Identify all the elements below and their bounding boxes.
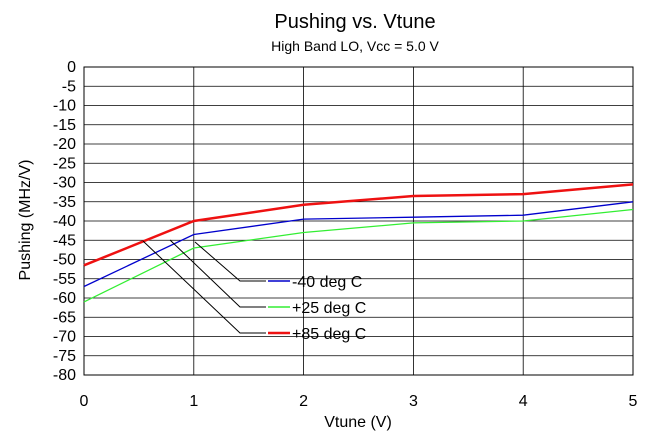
legend-leader-line (169, 239, 266, 308)
y-tick-labels: 0 -5 -10 -15 -20 -25 -30 -35 -40 -45 -50 -55 -60 -65 -… (53, 59, 76, 384)
series-line-1 (83, 201, 634, 288)
legend-label: +85 deg C (292, 326, 366, 343)
legend-leader-line (142, 240, 266, 334)
y-tick-label: -45 (53, 232, 76, 249)
x-tick-labels: 0 1 2 3 4 5 (80, 393, 638, 410)
legend-label: -40 deg C (292, 274, 362, 291)
series-lines (83, 183, 634, 303)
x-tick-label: 5 (629, 393, 638, 410)
y-tick-label: -20 (53, 136, 76, 153)
x-tick-label: 4 (519, 393, 528, 410)
y-tick-label: -80 (53, 367, 76, 384)
chart-subtitle: High Band LO, Vcc = 5.0 V (271, 38, 439, 54)
x-tick-label: 0 (80, 393, 89, 410)
y-axis-label: Pushing (MHz/V) (17, 160, 34, 281)
plot-area-border (83, 66, 634, 376)
y-tick-label: -25 (53, 155, 76, 172)
y-tick-label: -70 (53, 329, 76, 346)
y-tick-label: -50 (53, 252, 76, 269)
y-tick-label: -75 (53, 348, 76, 365)
x-tick-label: 2 (299, 393, 308, 410)
y-tick-label: -35 (53, 194, 76, 211)
y-tick-label: -60 (53, 290, 76, 307)
y-tick-label: -40 (53, 213, 76, 230)
y-tick-label: -55 (53, 271, 76, 288)
y-tick-label: -5 (62, 78, 76, 95)
x-tick-label: 3 (409, 393, 418, 410)
y-tick-label: -65 (53, 309, 76, 326)
series-line-2 (83, 208, 634, 303)
chart-title: Pushing vs. Vtune (274, 11, 435, 33)
x-axis-label: Vtune (V) (324, 414, 392, 431)
legend-label: +25 deg C (292, 300, 366, 317)
y-tick-label: -15 (53, 117, 76, 134)
y-tick-label: -30 (53, 175, 76, 192)
legend: -40 deg C +25 deg C +85 deg C (142, 239, 366, 343)
series-line-3 (83, 183, 634, 267)
x-tick-label: 1 (189, 393, 198, 410)
y-tick-label: -10 (53, 98, 76, 115)
y-tick-label: 0 (67, 59, 76, 76)
legend-leader-line (194, 241, 266, 282)
